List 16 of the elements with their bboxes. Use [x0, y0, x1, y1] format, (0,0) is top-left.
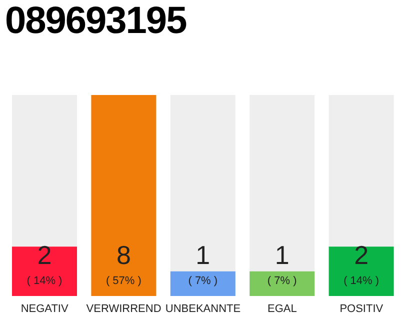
- annotation: 8: [116, 240, 131, 270]
- data-label: ( 14% ): [26, 275, 62, 287]
- x-tick-label: UNBEKANNTE: [165, 302, 241, 315]
- data-label: ( 7% ): [267, 275, 297, 287]
- data-label: ( 57% ): [106, 275, 142, 287]
- x-tick-label: POSITIV: [340, 302, 384, 315]
- data-label: ( 7% ): [188, 275, 218, 287]
- x-tick-label: EGAL: [268, 302, 297, 315]
- chart-title: 089693195: [5, 0, 186, 43]
- data-label: ( 14% ): [344, 275, 380, 287]
- x-tick-label: NEGATIV: [20, 302, 69, 315]
- annotation: 2: [37, 240, 52, 270]
- annotation: 1: [274, 240, 290, 270]
- annotation: 1: [196, 240, 210, 270]
- x-tick-label: VERWIRREND: [86, 302, 162, 315]
- annotation: 2: [354, 240, 369, 270]
